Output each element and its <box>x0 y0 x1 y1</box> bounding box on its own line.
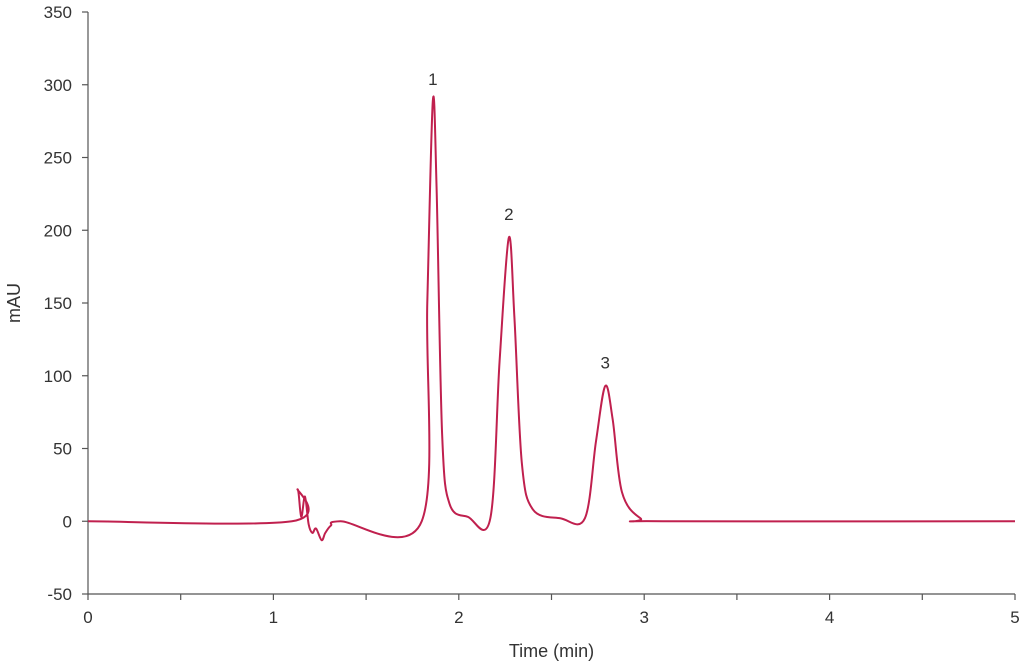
y-tick-label: 0 <box>63 512 72 531</box>
axes <box>87 12 1015 595</box>
series-line <box>87 95 1016 542</box>
x-tick-label: 3 <box>639 608 648 627</box>
x-tick-label: 0 <box>83 608 92 627</box>
peak-label: 3 <box>601 353 610 372</box>
y-tick-label: 100 <box>44 367 72 386</box>
x-tick-label: 5 <box>1010 608 1019 627</box>
peak-label: 1 <box>428 70 437 89</box>
x-axis-title: Time (min) <box>509 641 594 661</box>
y-tick-label: 150 <box>44 294 72 313</box>
x-ticks: 0 1 2 3 4 5 <box>83 594 1020 627</box>
peak-label: 2 <box>504 205 513 224</box>
y-tick-label: -50 <box>47 585 72 604</box>
y-tick-label: 300 <box>44 76 72 95</box>
x-tick-label: 2 <box>454 608 463 627</box>
x-tick-label: 1 <box>269 608 278 627</box>
y-tick-label: 250 <box>44 149 72 168</box>
y-tick-label: 200 <box>44 221 72 240</box>
y-axis-title: mAU <box>4 283 24 323</box>
y-tick-label: 50 <box>53 440 72 459</box>
peak-annotations: 1 2 3 <box>428 70 610 373</box>
y-tick-label: 350 <box>44 3 72 22</box>
x-tick-label: 4 <box>825 608 834 627</box>
y-ticks: -50 0 50 100 150 200 250 300 350 <box>44 3 88 604</box>
